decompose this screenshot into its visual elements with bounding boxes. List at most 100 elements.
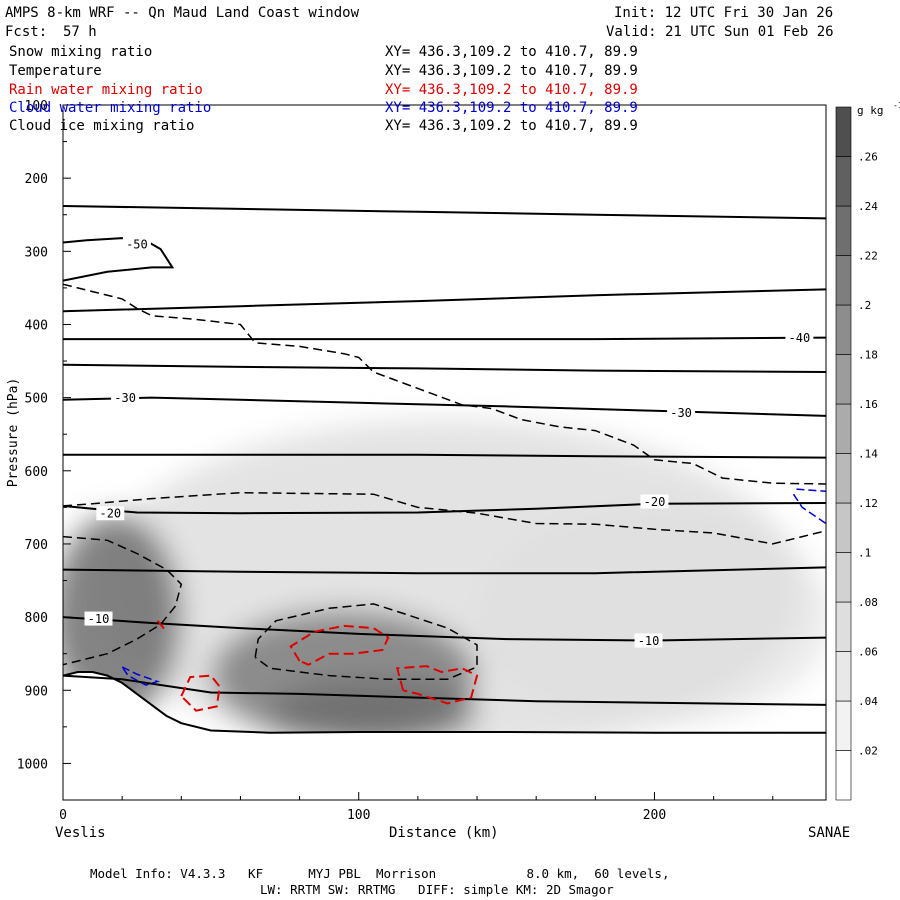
field-xy-temperature: XY= 436.3,109.2 to 410.7, 89.9: [385, 63, 638, 79]
y-tick-label-800: 800: [25, 611, 48, 626]
colorbar-box-8: [835, 354, 852, 405]
ice-contour-0: [63, 283, 826, 485]
cloud-water-contours: [121, 488, 826, 686]
temperature-contour-10: [63, 674, 826, 706]
y-tick-label-400: 400: [25, 318, 48, 333]
colorbar-unit: g kg: [857, 104, 884, 117]
cloud-water-contour-0: [121, 666, 161, 686]
header-fcst-value: 57 h: [63, 24, 97, 40]
temperature-label-3: -40: [789, 331, 811, 345]
header-valid: Valid: 21 UTC Sun 01 Feb 26: [606, 24, 834, 40]
rain-contour-3: [156, 620, 168, 633]
colorbar-tick-label-2: .06: [858, 646, 878, 659]
ice-contour-1: [63, 491, 826, 545]
temperature-contour-5: [63, 396, 826, 417]
colorbar-tick-label-4: .1: [858, 547, 871, 560]
colorbar-box-9: [835, 304, 852, 355]
x-right-endpoint-label: SANAE: [808, 825, 851, 841]
snow-blob-4: [270, 679, 478, 746]
colorbar-box-5: [835, 502, 852, 553]
ice-contour-3: [254, 603, 478, 681]
terrain-line: [63, 671, 826, 734]
temperature-label-6: -30: [670, 406, 692, 420]
colorbar-tick-label-8: .18: [858, 349, 878, 362]
colorbar-box-13: [835, 106, 852, 157]
field-xy-cloud-ice: XY= 436.3,109.2 to 410.7, 89.9: [385, 118, 638, 134]
field-xy-snow: XY= 436.3,109.2 to 410.7, 89.9: [385, 44, 638, 60]
y-tick-label-300: 300: [25, 245, 48, 260]
temperature-label-bg-9: [84, 611, 113, 626]
x-left-endpoint-label: Veslis: [55, 825, 106, 841]
cloud-ice-contours: [63, 283, 826, 681]
colorbar-tick-label-0: .02: [858, 745, 878, 758]
temperature-contour-0: [63, 237, 175, 282]
temperature-label-0: -50: [126, 238, 148, 252]
footer-line-1: Model Info: V4.3.3 KF MYJ PBL Morrison 8…: [90, 866, 670, 881]
field-xy-rain: XY= 436.3,109.2 to 410.7, 89.9: [385, 82, 638, 98]
colorbar-tick-label-5: .12: [858, 497, 878, 510]
header-title: AMPS 8-km WRF -- Qn Maud Land Coast wind…: [5, 5, 360, 21]
temperature-label-10: -10: [638, 634, 660, 648]
rain-contour-0: [289, 624, 390, 666]
colorbar: .02 .04 .06 .08 .1 .12 .14 .16 .18 .2 .22 .24 .26 g k…: [835, 101, 900, 801]
temperature-label-9: -10: [88, 612, 110, 626]
x-tick-label-200: 200: [643, 808, 666, 823]
colorbar-box-1: [835, 700, 852, 751]
colorbar-tick-label-7: .16: [858, 398, 878, 411]
rain-contour-1: [395, 665, 479, 705]
y-tick-label-200: 200: [25, 172, 48, 187]
colorbar-tick-label-10: .22: [858, 250, 878, 263]
field-name-cloud-ice: Cloud ice mixing ratio: [9, 118, 195, 134]
colorbar-box-0: [835, 750, 852, 801]
colorbar-box-11: [835, 205, 852, 256]
colorbar-box-10: [835, 255, 852, 306]
temperature-label-bg-10: [634, 633, 663, 648]
rain-contour-2: [180, 674, 221, 712]
colorbar-tick-label-11: .24: [858, 200, 878, 213]
rain-water-contours: [156, 620, 479, 712]
x-tick-label-0: 0: [59, 808, 67, 823]
temperature-label-bg-8: [640, 494, 669, 509]
temperature-label-8: -20: [644, 495, 666, 509]
header-init: Init: 12 UTC Fri 30 Jan 26: [614, 5, 834, 21]
colorbar-tick-label-9: .2: [858, 299, 871, 312]
field-xy-cloud-water: XY= 436.3,109.2 to 410.7, 89.9: [385, 100, 638, 116]
plot-frame: [62, 104, 827, 801]
field-name-snow: Snow mixing ratio: [9, 44, 153, 60]
temperature-label-bg-3: [785, 330, 814, 345]
snow-blob-3: [63, 514, 182, 720]
x-tick-label-100: 100: [347, 808, 370, 823]
y-tick-label-1000: 1000: [17, 757, 48, 772]
colorbar-box-6: [835, 453, 852, 504]
colorbar-unit-exponent: -1: [893, 101, 900, 110]
axes: 100 200 300 400 500 600 700 800 900 1000 0 100 200 Pr…: [6, 99, 774, 823]
temperature-label-5: -30: [114, 391, 136, 405]
ice-contour-2: [63, 535, 183, 666]
colorbar-tick-label-12: .26: [858, 151, 878, 164]
temperature-contour-2: [63, 288, 826, 313]
temperature-contour-3: [63, 336, 826, 341]
colorbar-tick-label-1: .04: [858, 695, 878, 708]
cloud-water-contour-2: [796, 488, 826, 493]
temperature-contour-8: [63, 566, 826, 575]
colorbar-tick-label-6: .14: [858, 448, 878, 461]
temperature-contour-4: [63, 363, 826, 373]
temperature-labels: -50 -40 -30 -30 -20 -20 -10 -10: [84, 237, 814, 648]
temperature-label-bg-5: [111, 390, 140, 405]
field-name-temperature: Temperature: [9, 63, 102, 79]
temperature-contour-6: [63, 453, 826, 459]
header-fcst-label: Fcst:: [5, 24, 48, 40]
temperature-label-bg-6: [667, 405, 696, 420]
y-axis-label: Pressure (hPa): [6, 378, 21, 488]
temperature-label-7: -20: [99, 507, 121, 521]
temperature-label-bg-0: [122, 237, 151, 251]
footer-line-2: LW: RRTM SW: RRTMG DIFF: simple KM: 2D S…: [260, 882, 614, 897]
y-tick-label-900: 900: [25, 684, 48, 699]
colorbar-box-4: [835, 552, 852, 603]
colorbar-box-3: [835, 601, 852, 652]
x-axis-label: Distance (km): [389, 825, 499, 841]
y-tick-label-600: 600: [25, 465, 48, 480]
field-name-cloud-water: Cloud water mixing ratio: [9, 100, 212, 116]
colorbar-box-7: [835, 403, 852, 454]
